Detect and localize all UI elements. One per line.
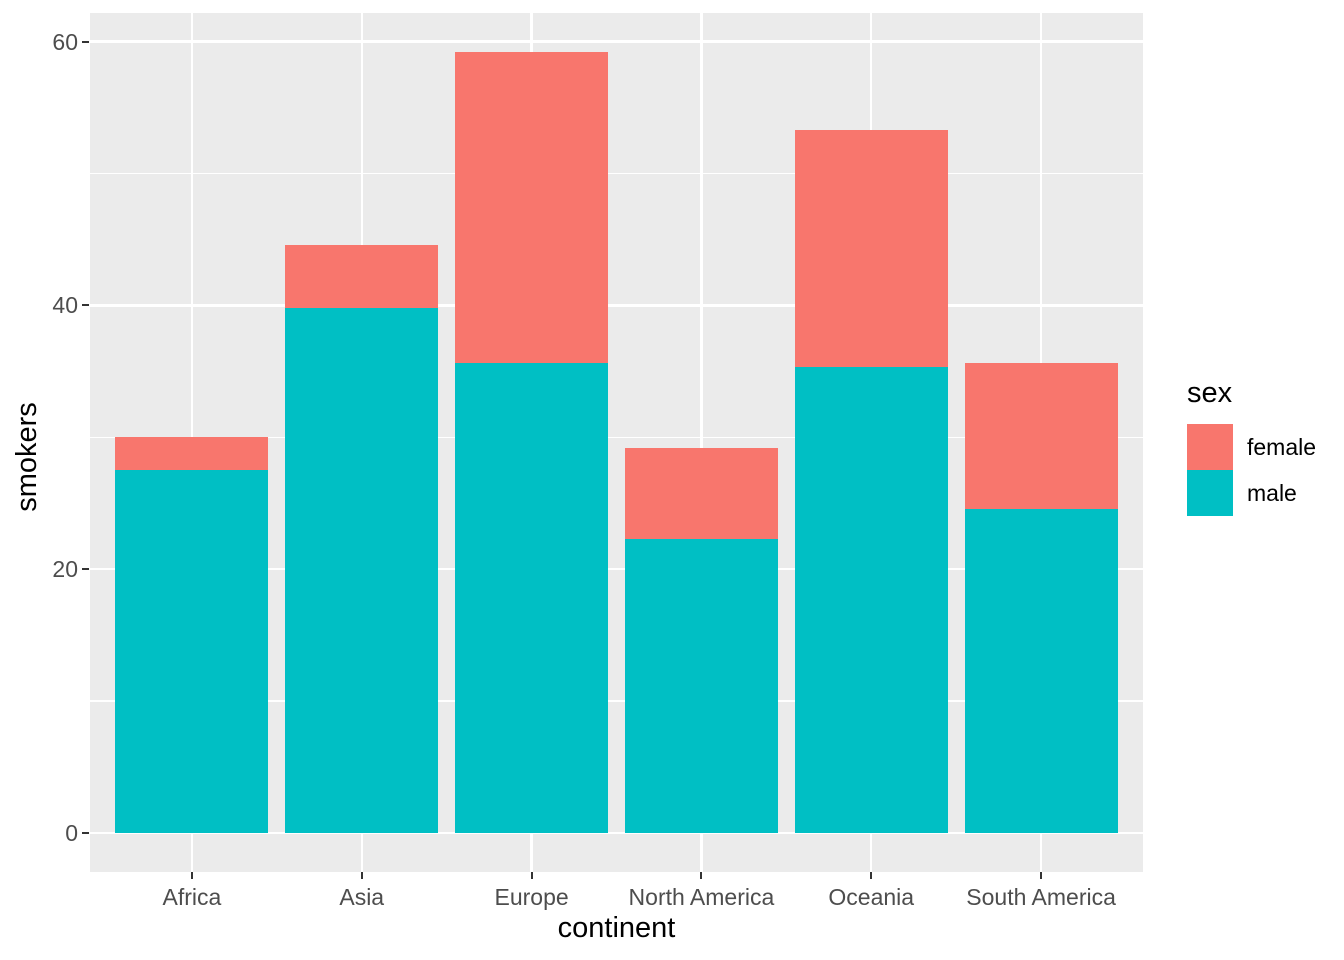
major-gridline — [90, 304, 1143, 307]
y-axis-tick — [82, 568, 89, 571]
legend-swatch-male — [1187, 470, 1233, 516]
bar-segment-europe-female — [455, 52, 608, 364]
y-axis-tick — [82, 831, 89, 834]
bar-segment-north-america-male — [624, 538, 778, 833]
major-gridline-vertical — [700, 13, 703, 872]
legend-label-female: female — [1247, 433, 1317, 460]
y-axis-title: smokers — [10, 402, 43, 512]
minor-gridline — [90, 700, 1143, 702]
legend-entry-male: male — [1187, 470, 1316, 516]
bar-segment-north-america-female — [624, 447, 778, 539]
minor-gridline — [90, 436, 1143, 438]
legend-swatch-female — [1187, 424, 1233, 470]
bar-segment-africa-male — [115, 470, 269, 833]
x-axis-tick-label: Oceania — [828, 884, 915, 910]
major-gridline — [90, 831, 1143, 835]
legend-entries: female male — [1187, 424, 1316, 516]
bar-segment-asia-male — [285, 308, 439, 833]
x-axis-title: continent — [557, 912, 676, 944]
x-axis-tick-label: South America — [966, 884, 1116, 910]
y-axis-tick — [82, 40, 89, 43]
bar-segment-oceania-female — [794, 129, 948, 368]
legend-label-male: male — [1247, 479, 1297, 506]
x-axis-tick-label: North America — [628, 884, 775, 910]
x-axis-tick — [870, 872, 873, 879]
legend-title: sex — [1187, 377, 1233, 409]
x-axis-tick-label: Europe — [494, 884, 569, 910]
x-axis-tick — [190, 872, 193, 879]
plot-panel — [90, 13, 1143, 872]
x-axis-tick — [530, 872, 533, 879]
bar-segment-asia-female — [285, 244, 439, 309]
bar-segment-oceania-male — [794, 367, 948, 833]
legend: sex female male — [1187, 377, 1316, 516]
x-axis-tick — [360, 872, 363, 879]
x-axis-tick — [1040, 872, 1043, 879]
bar-segment-south-america-female — [964, 363, 1118, 509]
y-axis-tick-label: 60 — [52, 28, 78, 55]
major-gridline — [90, 567, 1143, 571]
bar-segment-africa-female — [115, 437, 269, 471]
legend-entry-female: female — [1187, 424, 1316, 470]
bar-segment-europe-male — [455, 363, 608, 833]
y-axis-tick-label: 0 — [65, 819, 78, 846]
x-axis-tick-label: Asia — [339, 884, 385, 910]
y-axis-tick-label: 40 — [52, 292, 78, 319]
x-axis-tick — [700, 872, 703, 879]
y-axis-tick-label: 20 — [52, 556, 78, 583]
major-gridline — [90, 40, 1143, 43]
y-axis-tick — [82, 304, 89, 307]
minor-gridline — [90, 172, 1143, 175]
bar-segment-south-america-male — [964, 508, 1118, 833]
x-axis-tick-label: Africa — [162, 884, 222, 910]
